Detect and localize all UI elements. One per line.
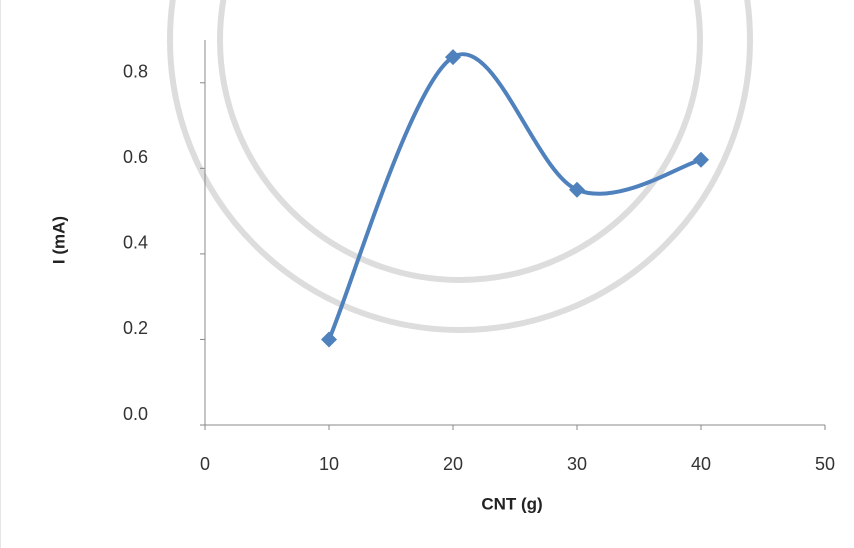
data-point — [569, 181, 585, 198]
y-tick-label: 0.4 — [123, 233, 148, 253]
x-tick-label: 50 — [815, 454, 835, 474]
y-tick-label: 0.6 — [123, 147, 148, 167]
x-axis-title: CNT (g) — [481, 494, 542, 513]
data-point — [321, 331, 337, 348]
x-tick-label: 30 — [567, 454, 587, 474]
x-tick-label: 10 — [319, 454, 339, 474]
watermark — [167, 0, 753, 333]
x-tick-label: 20 — [443, 454, 463, 474]
data-point — [693, 151, 709, 168]
y-axis-title: I (mA) — [49, 216, 68, 264]
y-tick-label: 0.2 — [123, 318, 148, 338]
y-tick-label: 0.8 — [123, 62, 148, 82]
x-tick-label: 0 — [200, 454, 210, 474]
x-tick-label: 40 — [691, 454, 711, 474]
series-line — [327, 52, 702, 341]
data-point — [445, 49, 461, 66]
y-tick-label: 0.0 — [123, 404, 148, 424]
